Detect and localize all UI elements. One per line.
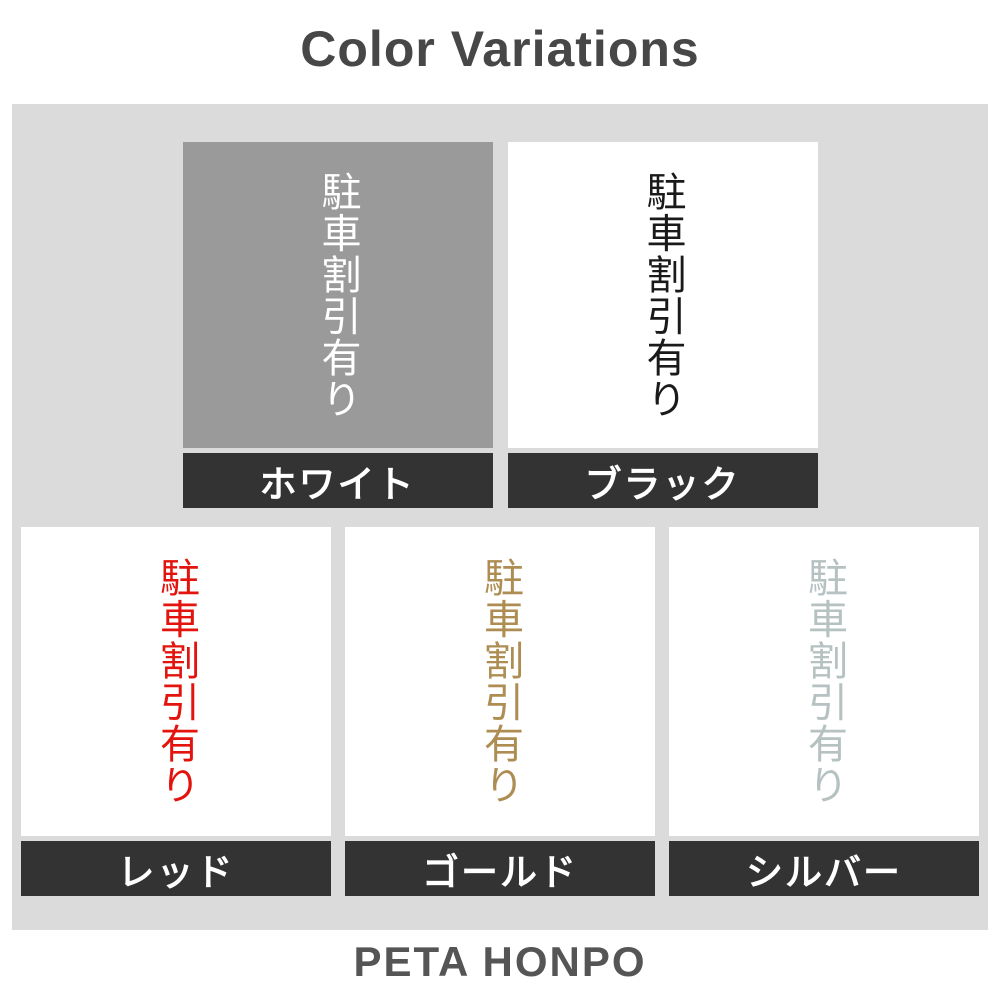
variation-card-black: 駐車割引有り ブラック [507,142,818,508]
variation-label-text: ゴールド [422,851,578,893]
variation-card-silver: 駐車割引有り シルバー [669,527,979,896]
variation-label-gold: ゴールド [345,841,655,896]
variations-row-top: 駐車割引有り ホワイト 駐車割引有り ブラック [12,104,988,508]
variation-card-gold: 駐車割引有り ゴールド [345,527,655,896]
variation-label-red: レッド [21,841,331,896]
page-title: Color Variations [300,21,700,77]
variation-card-white: 駐車割引有り ホワイト [182,142,493,508]
variation-card-red: 駐車割引有り レッド [21,527,331,896]
sample-text-silver: 駐車割引有り [802,557,846,806]
swatch-red: 駐車割引有り [21,527,331,836]
swatch-silver: 駐車割引有り [669,527,979,836]
variation-label-text: シルバー [746,851,902,893]
variation-label-text: レッド [117,851,235,893]
swatch-gold: 駐車割引有り [345,527,655,836]
variation-label-text: ホワイト [259,463,416,505]
variation-label-silver: シルバー [669,841,979,896]
variations-row-bottom: 駐車割引有り レッド 駐車割引有り ゴールド 駐車割引有り [12,527,988,896]
sample-text-red: 駐車割引有り [154,557,198,806]
variation-label-text: ブラック [584,463,741,505]
brand-footer: PETA HONPO [353,938,647,985]
sample-text-black: 駐車割引有り [640,170,685,420]
variation-label-white: ホワイト [182,453,493,508]
sample-text-gold: 駐車割引有り [478,557,522,806]
variations-panel: 駐車割引有り ホワイト 駐車割引有り ブラック 駐車割引有り [12,104,988,930]
swatch-white: 駐車割引有り [182,142,493,448]
variation-label-black: ブラック [507,453,818,508]
sample-text-white: 駐車割引有り [315,170,360,420]
swatch-black: 駐車割引有り [507,142,818,448]
